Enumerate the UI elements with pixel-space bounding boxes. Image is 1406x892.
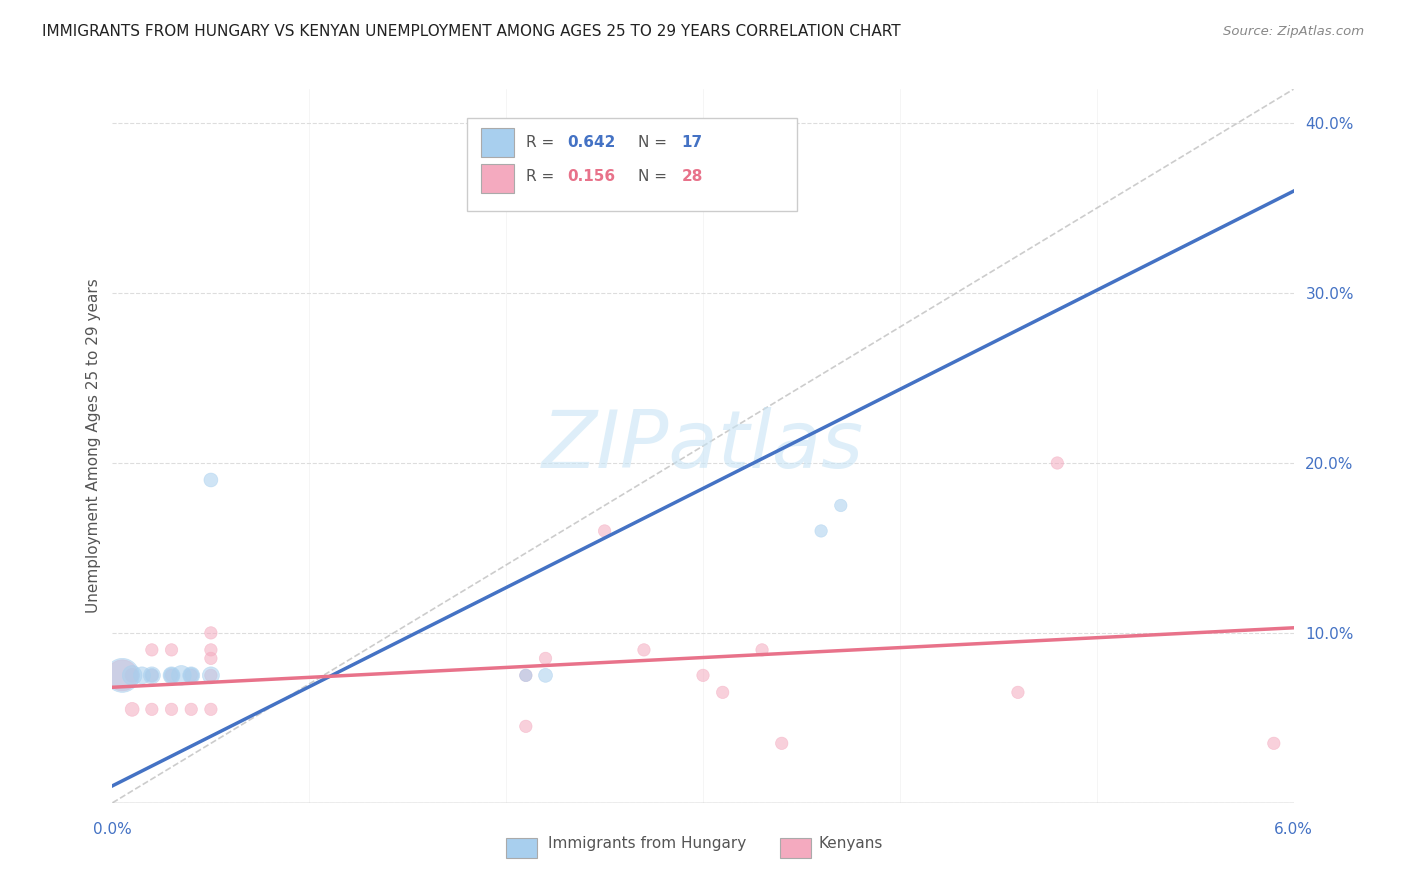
Point — [770, 736, 793, 750]
Point — [141, 668, 163, 682]
Text: Kenyans: Kenyans — [818, 837, 883, 851]
Point — [121, 668, 143, 682]
Text: 0.642: 0.642 — [567, 135, 616, 150]
Point — [180, 668, 202, 682]
Point — [111, 668, 134, 682]
Point — [200, 651, 222, 665]
Point — [534, 651, 557, 665]
Text: ZIPatlas: ZIPatlas — [541, 407, 865, 485]
Point — [593, 524, 616, 538]
Point — [200, 626, 222, 640]
Point — [830, 499, 852, 513]
Point — [711, 685, 734, 699]
Point — [180, 668, 202, 682]
Point — [170, 668, 193, 682]
Text: N =: N = — [638, 169, 672, 185]
Point — [160, 702, 183, 716]
Point — [141, 643, 163, 657]
Y-axis label: Unemployment Among Ages 25 to 29 years: Unemployment Among Ages 25 to 29 years — [86, 278, 101, 614]
Point — [515, 668, 537, 682]
Text: R =: R = — [526, 135, 560, 150]
Point — [131, 668, 153, 682]
Point — [160, 668, 183, 682]
Point — [200, 668, 222, 682]
Point — [1263, 736, 1285, 750]
Text: Source: ZipAtlas.com: Source: ZipAtlas.com — [1223, 25, 1364, 37]
FancyBboxPatch shape — [481, 128, 515, 157]
Text: 17: 17 — [682, 135, 703, 150]
Text: 28: 28 — [682, 169, 703, 185]
Text: 0.156: 0.156 — [567, 169, 616, 185]
Point — [180, 702, 202, 716]
Point — [141, 668, 163, 682]
Point — [515, 719, 537, 733]
Point — [692, 668, 714, 682]
Point — [141, 702, 163, 716]
Text: Immigrants from Hungary: Immigrants from Hungary — [548, 837, 747, 851]
Point — [121, 668, 143, 682]
Point — [160, 643, 183, 657]
Point — [160, 668, 183, 682]
Point — [180, 668, 202, 682]
Point — [692, 193, 714, 207]
Point — [200, 473, 222, 487]
Text: R =: R = — [526, 169, 560, 185]
Point — [810, 524, 832, 538]
Point — [515, 668, 537, 682]
Point — [160, 668, 183, 682]
Point — [200, 668, 222, 682]
Point — [534, 668, 557, 682]
FancyBboxPatch shape — [481, 164, 515, 193]
Text: N =: N = — [638, 135, 672, 150]
Point — [200, 643, 222, 657]
Point — [1007, 685, 1029, 699]
FancyBboxPatch shape — [467, 118, 797, 211]
Point — [1046, 456, 1069, 470]
Point — [111, 668, 134, 682]
Point — [633, 643, 655, 657]
Point — [121, 702, 143, 716]
Text: IMMIGRANTS FROM HUNGARY VS KENYAN UNEMPLOYMENT AMONG AGES 25 TO 29 YEARS CORRELA: IMMIGRANTS FROM HUNGARY VS KENYAN UNEMPL… — [42, 24, 901, 38]
Point — [141, 668, 163, 682]
Text: 6.0%: 6.0% — [1274, 822, 1313, 837]
Text: 0.0%: 0.0% — [93, 822, 132, 837]
Point — [200, 702, 222, 716]
Point — [751, 643, 773, 657]
